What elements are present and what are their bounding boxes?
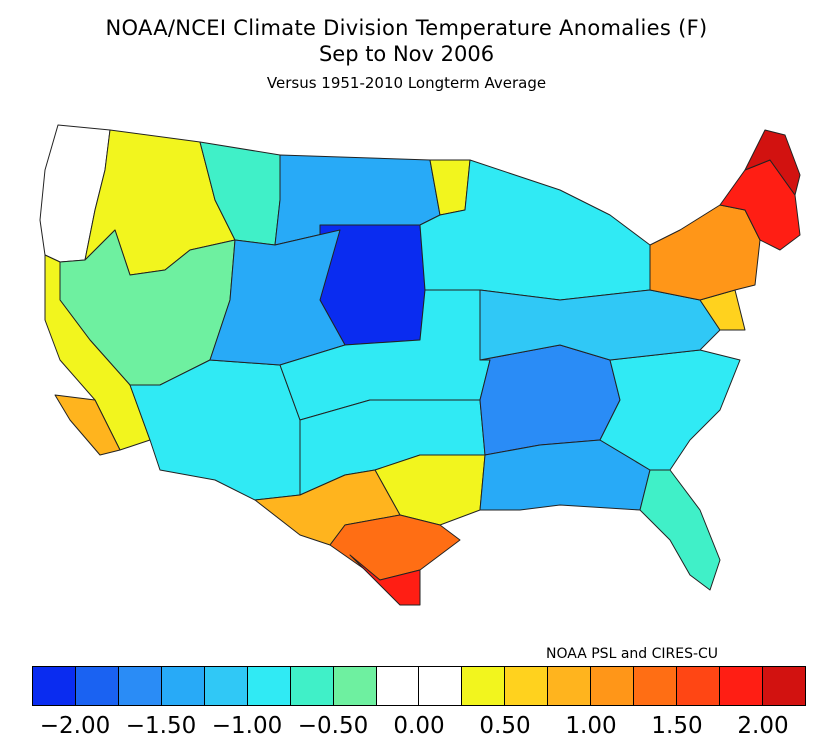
legend-tick-label: 1.50 <box>651 713 703 739</box>
legend-tick-label: 0.50 <box>479 713 531 739</box>
legend-swatch <box>204 667 248 705</box>
legend-swatch <box>591 667 635 705</box>
legend-swatch <box>161 667 205 705</box>
legend-tick-label: −1.50 <box>125 713 197 739</box>
us-climate-division-map <box>39 124 801 606</box>
region-florida <box>639 469 721 591</box>
legend-tick-label: −1.00 <box>211 713 283 739</box>
legend-tick-label: 2.00 <box>737 713 789 739</box>
region-southeast-atlantic <box>599 349 741 471</box>
legend-swatch <box>290 667 334 705</box>
legend-tick-label: −0.50 <box>297 713 369 739</box>
map-subtitle: Sep to Nov 2006 <box>318 42 495 66</box>
legend-swatch <box>333 667 377 705</box>
legend-swatch <box>634 667 678 705</box>
region-southern-california <box>54 394 121 456</box>
legend-swatch <box>548 667 592 705</box>
region-ohio-valley <box>479 289 721 361</box>
region-northern-maine <box>744 129 801 196</box>
map-caption: Versus 1951-2010 Longterm Average <box>266 74 547 92</box>
legend-tick-labels: −2.00 −1.50 −1.00 −0.50 0.00 0.50 1.00 1.50 2.00 <box>0 713 813 743</box>
legend-swatch <box>762 667 805 705</box>
region-texas-coastal-bend <box>349 554 421 606</box>
legend-swatch <box>720 667 763 705</box>
map-credit: NOAA PSL and CIRES-CU <box>546 646 719 662</box>
region-pennsylvania-new-york <box>649 204 761 301</box>
legend-swatch <box>247 667 291 705</box>
region-south-texas <box>329 514 461 581</box>
legend-tick-label: 1.00 <box>565 713 617 739</box>
legend-swatch <box>118 667 162 705</box>
legend-swatch <box>462 667 506 705</box>
legend-swatch <box>505 667 549 705</box>
legend-swatch <box>677 667 720 705</box>
legend-swatch <box>419 667 463 705</box>
region-ozarks-tennessee <box>479 344 621 456</box>
legend-swatch <box>33 667 76 705</box>
legend-tick-label: 0.00 <box>393 713 445 739</box>
legend-colorbar <box>32 666 806 706</box>
legend-swatch <box>75 667 119 705</box>
map-title: NOAA/NCEI Climate Division Temperature A… <box>105 16 708 40</box>
legend-tick-label: −2.00 <box>39 713 111 739</box>
legend-swatch <box>376 667 420 705</box>
